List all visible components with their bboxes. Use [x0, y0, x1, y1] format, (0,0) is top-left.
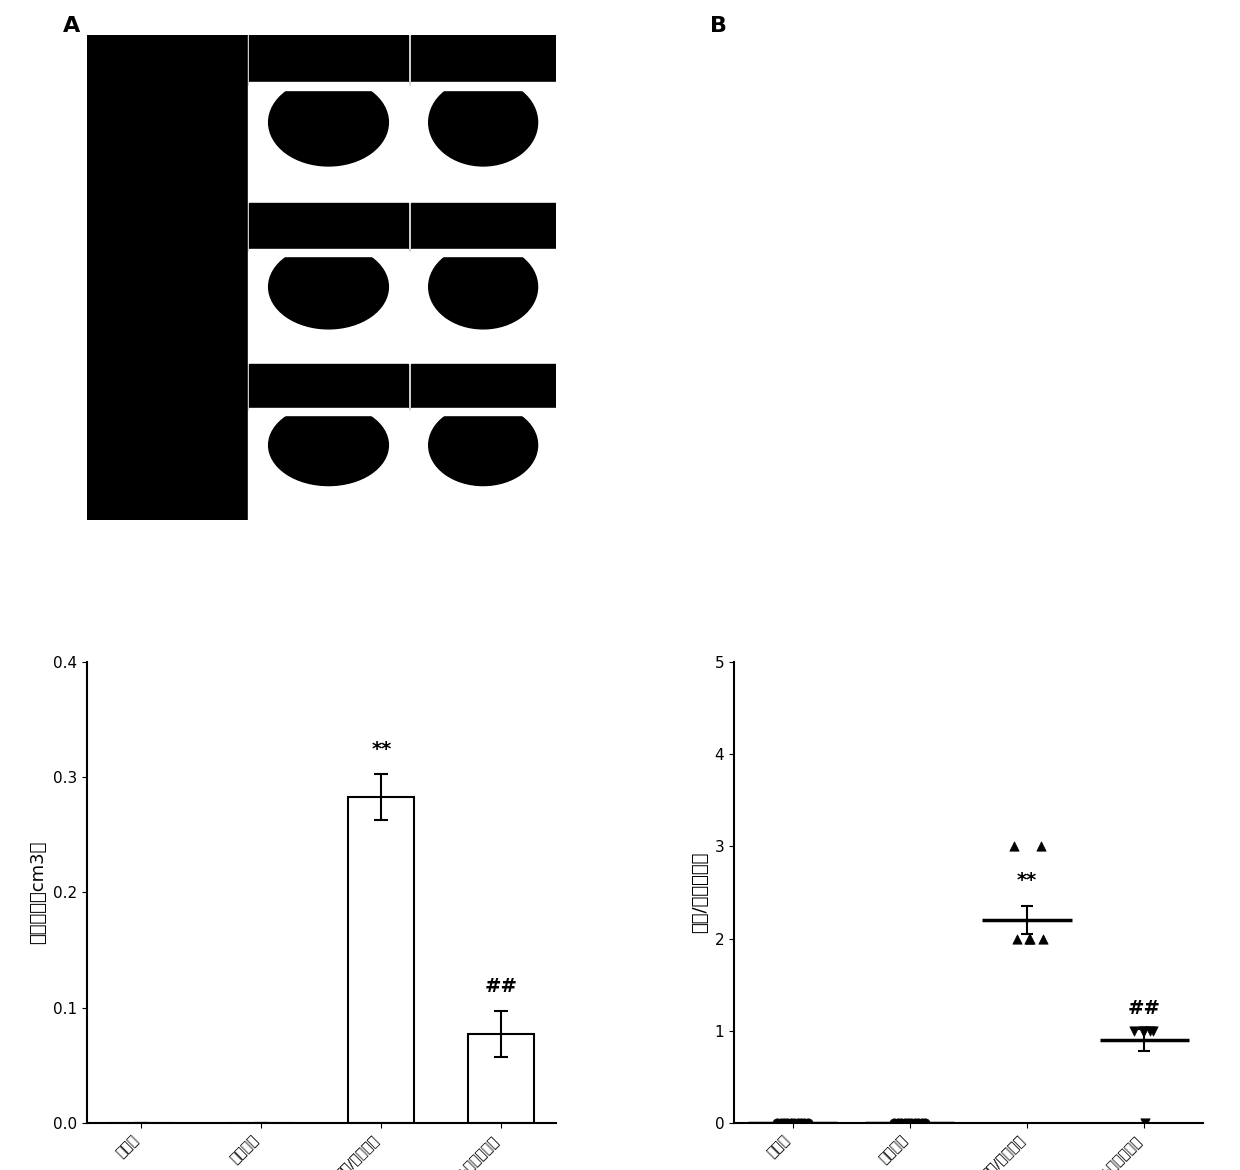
Text: **: **	[1017, 870, 1037, 889]
Bar	[249, 249, 408, 256]
Point	[1008, 929, 1028, 948]
Point	[915, 1114, 935, 1133]
Text: ##: ##	[1127, 999, 1161, 1018]
Point	[895, 1114, 915, 1133]
Ellipse shape	[429, 245, 538, 329]
Point	[1032, 837, 1052, 855]
Point	[1135, 1114, 1154, 1133]
Bar	[410, 202, 556, 364]
Bar	[410, 364, 556, 411]
Point	[1123, 1021, 1143, 1040]
Ellipse shape	[269, 405, 388, 486]
Bar	[409, 35, 412, 519]
Point	[787, 1114, 807, 1133]
Point	[781, 1114, 801, 1133]
Bar	[410, 35, 556, 202]
Point	[768, 1114, 787, 1133]
Point	[1133, 1021, 1153, 1040]
Point	[771, 1114, 791, 1133]
Text: B: B	[711, 15, 728, 36]
Y-axis label: 棒死体积（cm3）: 棒死体积（cm3）	[30, 841, 47, 944]
Point	[908, 1114, 928, 1133]
Bar	[410, 35, 556, 84]
Bar	[249, 364, 408, 519]
Bar	[249, 364, 408, 411]
Bar	[410, 249, 556, 256]
Point	[888, 1114, 908, 1133]
Y-axis label: 神经/生物学评分: 神经/生物学评分	[691, 852, 709, 934]
Point	[774, 1114, 794, 1133]
Bar	[249, 35, 408, 202]
Bar	[248, 35, 249, 519]
Point	[1019, 929, 1039, 948]
Point	[898, 1114, 918, 1133]
Bar	[469, 1034, 534, 1123]
Point	[1004, 837, 1024, 855]
Point	[901, 1114, 921, 1133]
Ellipse shape	[269, 245, 388, 329]
Point	[1033, 929, 1053, 948]
Text: **: **	[371, 739, 392, 758]
Point	[1141, 1021, 1161, 1040]
Bar	[249, 35, 408, 84]
Point	[784, 1114, 804, 1133]
Point	[1021, 929, 1040, 948]
Point	[884, 1114, 904, 1133]
Bar	[249, 408, 408, 415]
Bar	[249, 82, 408, 90]
Point	[911, 1114, 931, 1133]
Text: A: A	[63, 15, 81, 36]
Bar	[249, 202, 408, 364]
Bar	[410, 82, 556, 90]
Bar	[348, 797, 414, 1123]
Ellipse shape	[269, 78, 388, 166]
Point	[797, 1114, 817, 1133]
Point	[1133, 1021, 1153, 1040]
Text: ##: ##	[485, 977, 518, 997]
Bar	[249, 202, 408, 252]
Point	[1143, 1021, 1163, 1040]
Point	[777, 1114, 797, 1133]
Bar	[410, 364, 556, 519]
Bar	[410, 408, 556, 415]
Point	[905, 1114, 925, 1133]
Point	[791, 1114, 811, 1133]
Ellipse shape	[429, 405, 538, 486]
Point	[795, 1114, 815, 1133]
Point	[892, 1114, 911, 1133]
Bar	[410, 202, 556, 252]
Ellipse shape	[429, 78, 538, 166]
